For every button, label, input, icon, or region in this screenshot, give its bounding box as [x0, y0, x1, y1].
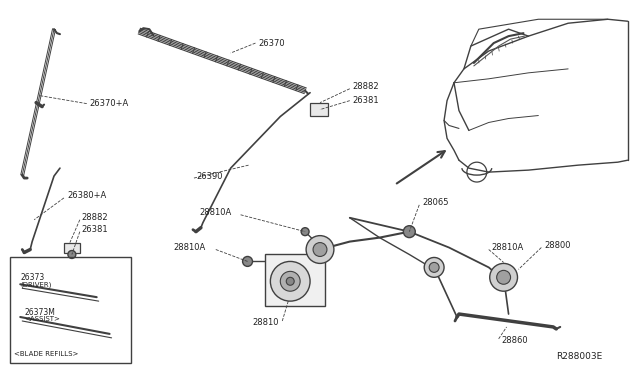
- Text: 28810A: 28810A: [492, 243, 524, 252]
- Text: 28810: 28810: [253, 318, 279, 327]
- Bar: [310, 103, 328, 116]
- Circle shape: [243, 256, 253, 266]
- Text: 26373: 26373: [20, 273, 45, 282]
- Text: 28810A: 28810A: [199, 208, 231, 217]
- Circle shape: [424, 257, 444, 277]
- Circle shape: [306, 235, 334, 263]
- Text: 28810A: 28810A: [173, 243, 205, 252]
- Bar: [266, 254, 325, 306]
- Text: 28800: 28800: [544, 241, 571, 250]
- Text: 26381: 26381: [353, 96, 380, 105]
- Text: 28882: 28882: [353, 82, 380, 91]
- Circle shape: [280, 271, 300, 291]
- Text: 26370: 26370: [259, 39, 285, 48]
- Text: 26381: 26381: [82, 225, 108, 234]
- Bar: [64, 243, 80, 253]
- Text: 28065: 28065: [422, 198, 449, 207]
- Circle shape: [429, 262, 439, 272]
- Text: 26373M: 26373M: [24, 308, 55, 317]
- Text: 28882: 28882: [82, 213, 108, 222]
- Circle shape: [497, 270, 511, 284]
- Text: <BLADE REFILLS>: <BLADE REFILLS>: [14, 351, 79, 357]
- Circle shape: [301, 228, 309, 235]
- Text: 26370+A: 26370+A: [90, 99, 129, 108]
- Circle shape: [68, 250, 76, 259]
- Text: (DRIVER): (DRIVER): [20, 281, 52, 288]
- Circle shape: [490, 263, 518, 291]
- Bar: [10, 257, 131, 363]
- Text: 26380+A: 26380+A: [67, 192, 106, 201]
- Circle shape: [403, 226, 415, 238]
- Circle shape: [286, 277, 294, 285]
- Text: R288003E: R288003E: [557, 352, 603, 361]
- Text: <ASSIST>: <ASSIST>: [24, 316, 60, 322]
- Circle shape: [270, 262, 310, 301]
- Text: 28860: 28860: [502, 336, 528, 345]
- Text: 26390: 26390: [196, 171, 223, 180]
- Circle shape: [313, 243, 327, 256]
